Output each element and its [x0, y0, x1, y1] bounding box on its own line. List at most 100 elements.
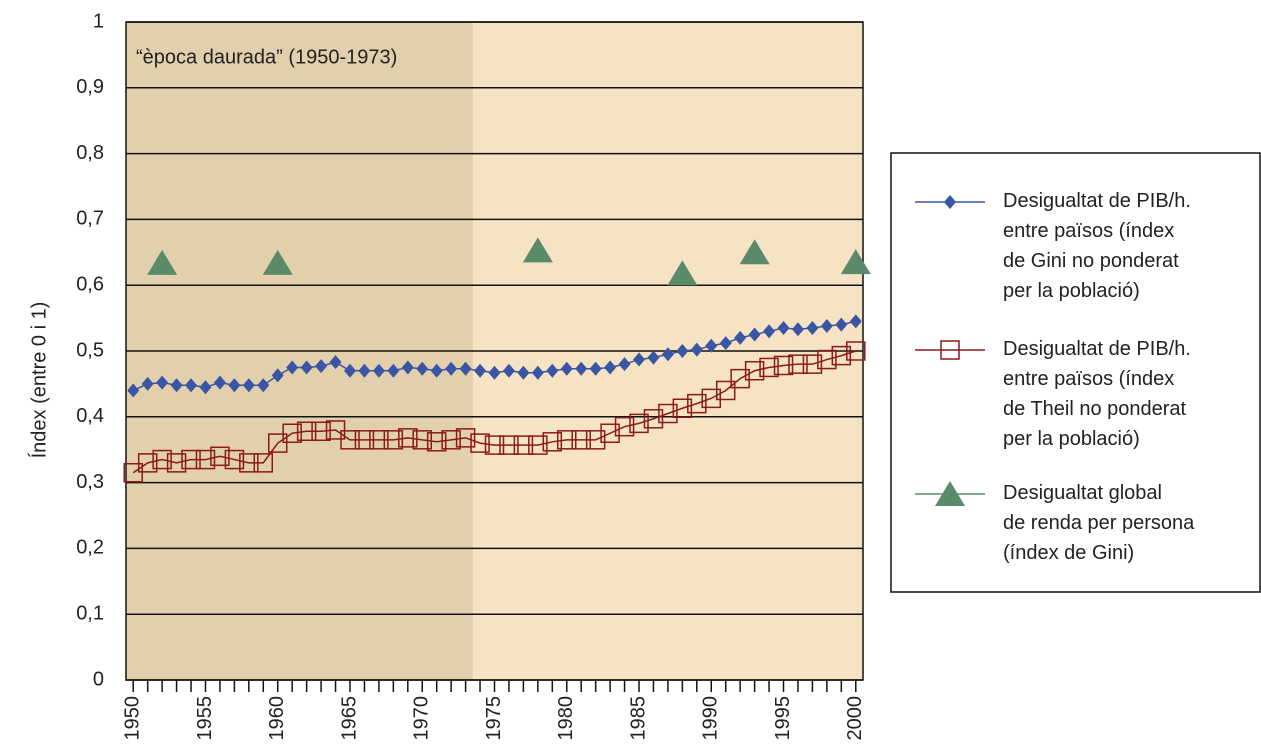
diamond-marker [820, 318, 833, 333]
diamond-marker [286, 360, 299, 375]
square-marker [773, 355, 794, 376]
square-marker [123, 462, 143, 483]
y-tick-label: 0,6 [76, 273, 104, 295]
diamond-marker [502, 363, 515, 378]
square-marker [817, 349, 837, 370]
square-marker [210, 446, 230, 467]
square-marker [239, 453, 259, 473]
diamond-marker [661, 347, 674, 362]
square-marker [557, 430, 577, 450]
square-marker [166, 453, 187, 473]
square-marker [426, 432, 447, 452]
square-marker [744, 360, 765, 381]
diamond-marker [763, 324, 776, 339]
square-marker [470, 433, 490, 453]
diamond-marker [401, 360, 414, 375]
diamond-marker [343, 363, 356, 378]
x-tick-label: 2000 [844, 696, 866, 741]
triangle-marker [667, 260, 698, 286]
square-marker [267, 433, 288, 453]
square-marker [441, 430, 461, 450]
diamond-marker [271, 368, 284, 383]
diamond-marker [676, 344, 689, 358]
x-tick-label: 1995 [772, 696, 794, 741]
diamond-marker [690, 342, 703, 357]
y-tick-label: 1 [93, 10, 104, 32]
diamond-marker [531, 365, 544, 380]
x-tick-label: 1965 [338, 696, 360, 741]
square-marker [831, 345, 852, 366]
triangle-marker [840, 249, 871, 275]
annotation: “època daurada” (1950-1973) [136, 46, 397, 68]
square-marker [687, 393, 707, 414]
x-tick-label: 1970 [411, 696, 433, 741]
square-marker [788, 354, 808, 374]
diamond-marker [517, 365, 530, 380]
square-marker [759, 357, 779, 378]
diamond-marker [257, 378, 270, 393]
x-tick-label: 1990 [700, 696, 722, 741]
square-marker [484, 435, 505, 455]
square-marker [643, 409, 664, 429]
square-marker [672, 398, 693, 418]
diamond-marker [575, 361, 588, 376]
x-tick-label: 1980 [555, 696, 577, 741]
x-tick-label: 1985 [627, 696, 649, 741]
square-marker [658, 403, 678, 424]
y-tick-label: 0,2 [76, 537, 104, 559]
y-tick-label: 0,7 [76, 208, 104, 230]
square-marker [585, 430, 606, 450]
diamond-marker [488, 365, 501, 380]
y-tick-label: 0,8 [76, 142, 104, 164]
x-tick-label: 1950 [122, 696, 144, 741]
square-marker [383, 430, 404, 450]
square-marker [354, 430, 375, 450]
diamond-marker [705, 338, 718, 353]
diamond-marker [445, 361, 458, 376]
diamond-marker [213, 375, 226, 390]
square-marker [195, 449, 216, 470]
diamond-marker [127, 383, 140, 398]
diamond-marker [358, 363, 371, 378]
square-marker [701, 388, 722, 409]
square-marker [513, 435, 534, 455]
square-marker [715, 380, 736, 401]
triangle-marker [935, 481, 965, 506]
y-tick-label: 0,1 [76, 602, 104, 624]
square-marker [296, 421, 317, 442]
legend-label: Desigualtat de PIB/h. entre països (índex… [1003, 190, 1191, 302]
diamond-marker [618, 357, 631, 372]
triangle-marker [147, 249, 178, 275]
diamond-marker [329, 355, 342, 370]
square-marker [152, 449, 172, 470]
diamond-marker [944, 195, 956, 209]
diamond-marker [546, 363, 559, 378]
diamond-marker [242, 378, 255, 393]
square-marker [499, 435, 519, 455]
diamond-marker [777, 320, 790, 335]
diamond-marker [430, 363, 443, 378]
x-tick-label: 1975 [483, 696, 505, 741]
diamond-marker [199, 380, 212, 395]
x-tick-label: 1960 [266, 696, 288, 741]
square-marker [181, 449, 201, 470]
y-tick-label: 0,5 [76, 339, 104, 361]
square-marker [398, 428, 418, 448]
y-tick-label: 0 [93, 668, 104, 690]
square-marker [846, 341, 866, 361]
square-marker [137, 453, 158, 473]
diamond-marker [835, 317, 848, 332]
square-marker [282, 423, 302, 443]
y-tick-label: 0,3 [76, 471, 104, 493]
legend-label: Desigualtat de PIB/h. entre països (índex… [1003, 338, 1191, 450]
diamond-marker [387, 363, 400, 378]
square-marker [629, 413, 649, 434]
triangle-marker [739, 239, 770, 265]
square-marker [528, 435, 548, 455]
diamond-marker [791, 322, 804, 337]
y-tick-label: 0,4 [76, 405, 104, 427]
x-tick-label: 1955 [194, 696, 216, 741]
y-axis-label: Índex (entre 0 i 1) [27, 302, 50, 459]
diamond-marker [589, 361, 602, 376]
